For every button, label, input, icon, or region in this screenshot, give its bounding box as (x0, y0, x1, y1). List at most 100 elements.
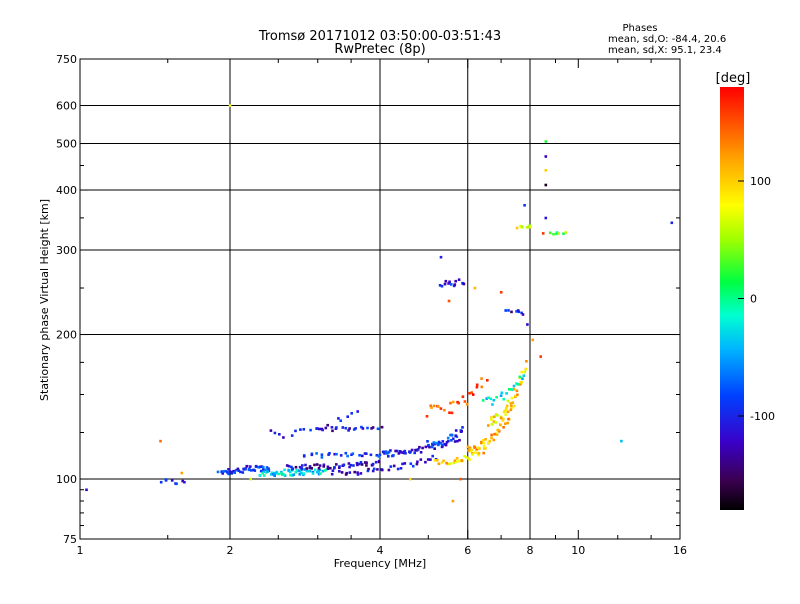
echo-point (341, 426, 345, 429)
echo-point (562, 232, 565, 235)
echo-point (450, 411, 454, 415)
echo-point (484, 438, 487, 441)
echo-point (495, 433, 499, 436)
echo-point (381, 468, 384, 472)
echo-point (503, 422, 507, 425)
echo-point (319, 472, 322, 475)
echo-point (516, 393, 519, 397)
echo-point (360, 463, 364, 466)
echo-point (396, 467, 400, 471)
echo-point (338, 470, 341, 473)
echo-point (359, 461, 363, 464)
echo-point (320, 456, 324, 459)
echo-point (448, 280, 451, 284)
echo-point (311, 472, 315, 475)
echo-point (449, 401, 452, 405)
echo-point (494, 421, 497, 424)
echo-point (493, 415, 496, 418)
echo-point (519, 224, 522, 228)
echo-point (502, 410, 506, 414)
echo-point (473, 446, 477, 449)
echo-point (492, 399, 496, 402)
echo-point (515, 226, 519, 230)
echo-point (564, 231, 568, 234)
echo-point (348, 427, 351, 430)
echo-point (232, 469, 235, 473)
echo-point (452, 461, 455, 465)
echo-point (280, 472, 283, 475)
echo-point (439, 442, 442, 445)
y-tick-label: 500 (56, 138, 77, 151)
echo-point (392, 464, 396, 468)
echo-point (301, 464, 304, 467)
echo-point (463, 455, 466, 458)
echo-point (445, 461, 449, 465)
echo-point (264, 468, 267, 472)
echo-point (465, 456, 468, 459)
echo-point (308, 466, 312, 470)
echo-point (371, 462, 375, 466)
echo-point (350, 412, 353, 415)
echo-point (236, 467, 240, 471)
echo-point (445, 440, 449, 444)
echo-point (397, 452, 401, 455)
echo-point (504, 309, 507, 312)
echo-point (428, 445, 431, 449)
echo-point (487, 396, 490, 399)
echo-point (471, 393, 475, 396)
echo-point (504, 407, 508, 410)
echo-point (333, 466, 336, 469)
echo-point (352, 464, 355, 467)
echo-point (437, 443, 440, 447)
echo-point (495, 395, 498, 399)
echo-point (371, 469, 375, 473)
echo-point (520, 225, 524, 228)
echo-point (262, 470, 265, 473)
echo-point (309, 428, 312, 432)
echo-point (470, 391, 473, 394)
echo-point (273, 471, 276, 475)
echo-point (403, 462, 407, 465)
echo-point (263, 474, 266, 477)
colorbar: [deg] -100 0 100 (716, 71, 775, 510)
echo-point (475, 383, 479, 387)
echo-point (437, 405, 440, 408)
echo-point (245, 465, 249, 468)
echo-point (321, 469, 325, 473)
echo-point (409, 477, 412, 481)
echo-point (468, 458, 471, 461)
echo-point (544, 155, 548, 158)
echo-point (315, 463, 319, 466)
echo-point (366, 426, 369, 430)
echo-point (499, 416, 503, 420)
y-tick-label: 400 (56, 184, 77, 197)
echo-point (513, 404, 516, 408)
echo-point (328, 452, 331, 455)
echo-point (363, 461, 367, 464)
echo-point (510, 310, 513, 314)
echo-point (365, 464, 368, 467)
echo-point (275, 471, 278, 475)
echo-point (459, 477, 462, 481)
echo-point (490, 436, 493, 440)
echo-point (253, 469, 257, 472)
echo-point (228, 104, 232, 107)
echo-point (459, 430, 463, 433)
echo-point (485, 397, 488, 400)
echo-point (516, 309, 520, 312)
echo-point (506, 399, 510, 403)
echo-point (361, 427, 365, 430)
echo-point (454, 279, 457, 283)
x-tick-label: 10 (571, 544, 585, 557)
echo-point (448, 462, 452, 466)
echo-point (294, 471, 298, 474)
echo-point (502, 426, 505, 429)
echo-point (254, 464, 258, 468)
echo-point (280, 470, 283, 474)
echo-point (303, 468, 307, 471)
echo-point (487, 441, 490, 444)
echo-point (458, 459, 461, 463)
echo-point (227, 472, 230, 476)
echo-point (510, 396, 514, 400)
